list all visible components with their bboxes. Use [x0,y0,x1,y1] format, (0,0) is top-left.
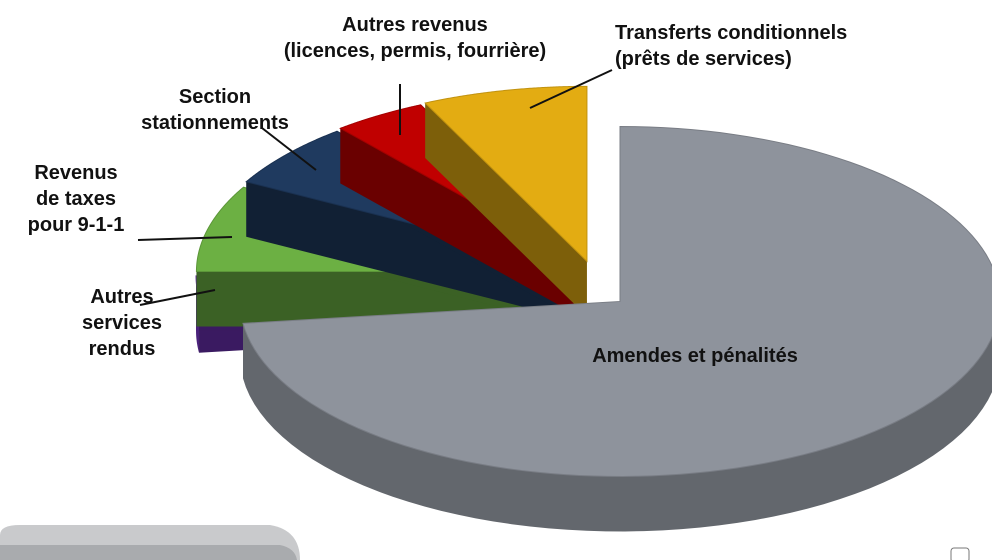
slice [242,125,992,477]
slice-label: Autres services rendus [81,286,163,360]
slice-side [243,323,992,532]
slice-label: Section stationnements [141,86,289,134]
slice-face [340,128,583,319]
slice [424,85,588,263]
leader-line [529,69,613,109]
slice-label: Revenus de taxes pour 9-1-1 [27,162,125,236]
slice-label: Autres revenus (licences, permis, fourri… [283,14,547,62]
slice-face [425,102,587,317]
slide-icon [950,547,970,560]
slice-face [246,181,580,322]
slide-decoration [0,545,297,560]
leader-line [137,236,233,241]
leader-line [139,289,216,306]
slice-label: Transferts conditionnels (prêts de servi… [615,22,848,70]
leader-line [261,127,317,171]
slice-label: Amendes et pénalités [592,345,798,367]
